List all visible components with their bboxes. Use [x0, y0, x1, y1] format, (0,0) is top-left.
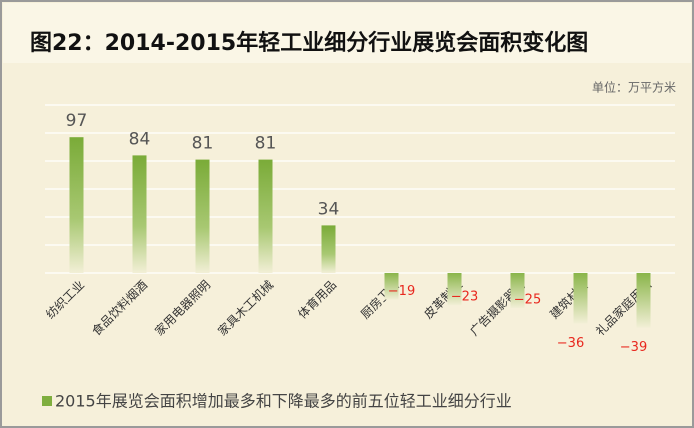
data-label: 97 — [66, 111, 88, 131]
data-label: −19 — [388, 284, 415, 299]
unit-label: 单位：万平方米 — [592, 80, 676, 95]
data-label: −39 — [620, 340, 647, 355]
legend-swatch — [42, 396, 52, 406]
bar — [636, 273, 651, 328]
data-label: 81 — [255, 134, 277, 154]
data-label: 84 — [129, 129, 151, 149]
data-label: −36 — [557, 336, 584, 351]
bar — [258, 159, 273, 273]
title-band — [3, 3, 691, 63]
bar — [132, 155, 147, 273]
data-label: −23 — [451, 290, 478, 305]
bar — [195, 159, 210, 273]
bar — [573, 273, 588, 324]
bar — [510, 273, 525, 308]
data-label: 34 — [318, 199, 340, 219]
bar — [69, 137, 84, 273]
bar — [384, 273, 399, 300]
chart-title: 图22：2014-2015年轻工业细分行业展览会面积变化图 — [30, 30, 588, 56]
data-label: −25 — [514, 293, 541, 308]
legend-label: 2015年展览会面积增加最多和下降最多的前五位轻工业细分行业 — [55, 392, 512, 411]
data-label: 81 — [192, 134, 214, 154]
bar — [321, 225, 336, 273]
bar — [447, 273, 462, 306]
